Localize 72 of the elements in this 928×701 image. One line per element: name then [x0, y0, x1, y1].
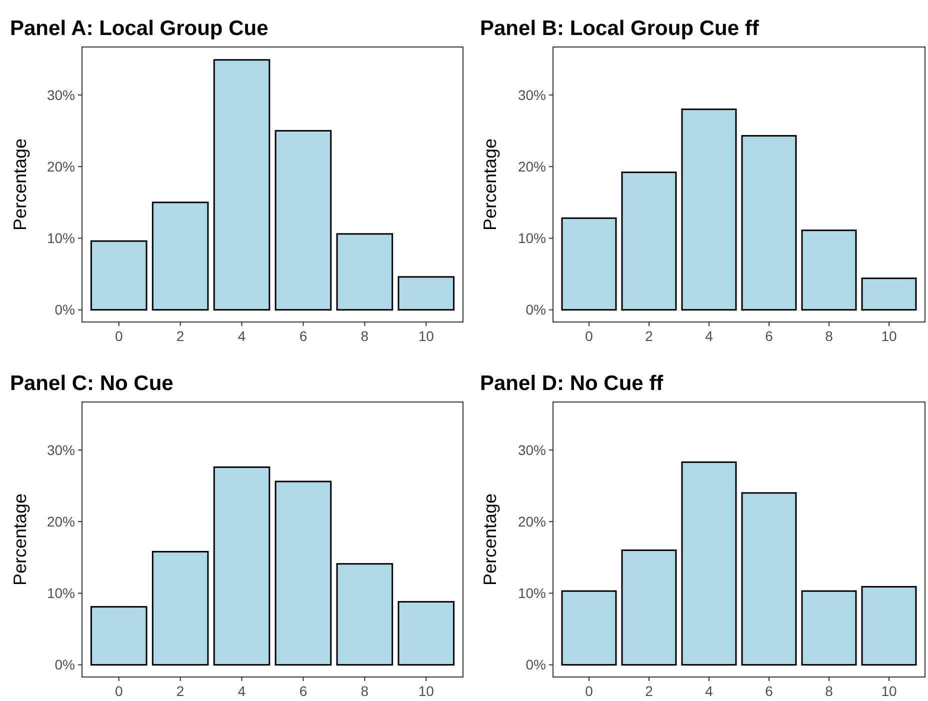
chart-title: Panel C: No Cue	[10, 372, 174, 395]
x-tick-label: 8	[360, 683, 369, 699]
y-axis-title: Percentage	[480, 493, 500, 586]
bar	[398, 276, 455, 311]
y-tick-label: 10%	[518, 585, 546, 602]
bar	[336, 233, 394, 311]
x-tick-label: 6	[299, 683, 308, 699]
bar	[861, 278, 917, 311]
bar	[90, 240, 148, 311]
y-axis-title: Percentage	[480, 138, 500, 231]
x-tick-label: 8	[825, 328, 834, 344]
y-tick-label: 20%	[46, 513, 75, 530]
x-tick-label: 6	[299, 328, 308, 344]
x-tick-label: 8	[825, 683, 834, 699]
y-tick-label: 0%	[526, 302, 546, 318]
x-tick-label: 4	[238, 328, 246, 344]
x-tick-label: 6	[765, 683, 774, 699]
y-tick-label: 0%	[526, 656, 546, 673]
y-tick-label: 0%	[54, 656, 75, 673]
x-tick-label: 8	[360, 328, 369, 344]
bar	[681, 461, 737, 666]
x-tick-label: 4	[705, 328, 714, 344]
bar	[561, 217, 617, 311]
x-tick-label: 4	[238, 683, 246, 699]
x-tick-label: 0	[114, 683, 123, 699]
x-tick-label: 10	[881, 683, 897, 699]
bar	[621, 549, 677, 666]
x-tick-label: 2	[645, 328, 654, 344]
bar	[274, 480, 332, 666]
bar	[801, 230, 857, 311]
y-axis-title: Percentage	[10, 138, 30, 231]
x-tick-label: 10	[418, 683, 434, 699]
y-tick-label: 30%	[518, 86, 546, 103]
x-tick-label: 2	[645, 683, 654, 699]
bar	[90, 606, 148, 666]
bar	[621, 172, 677, 311]
x-tick-label: 0	[585, 683, 594, 699]
y-tick-label: 30%	[46, 86, 75, 103]
y-axis-title: Percentage	[10, 493, 30, 586]
y-tick-label: 30%	[46, 442, 75, 458]
y-tick-label: 30%	[518, 442, 546, 458]
bar	[152, 550, 209, 666]
chart-title: Panel D: No Cue ff	[480, 372, 664, 395]
chart-title: Panel B: Local Group Cue ff	[480, 17, 760, 40]
y-tick-label: 20%	[518, 158, 546, 174]
bar	[561, 590, 617, 666]
x-tick-label: 0	[585, 328, 594, 344]
x-tick-label: 10	[881, 328, 897, 344]
bar	[741, 135, 797, 311]
x-tick-label: 10	[418, 328, 434, 344]
y-tick-label: 10%	[46, 585, 75, 602]
bar	[274, 130, 332, 311]
bar	[741, 492, 797, 666]
bar	[152, 202, 209, 311]
y-tick-label: 10%	[518, 230, 546, 246]
x-tick-label: 2	[176, 683, 184, 699]
y-tick-label: 20%	[46, 158, 75, 174]
chart-title: Panel A: Local Group Cue	[10, 17, 268, 40]
x-tick-label: 2	[176, 328, 184, 344]
y-tick-label: 20%	[518, 513, 546, 530]
bar	[801, 590, 857, 666]
x-tick-label: 4	[705, 683, 714, 699]
bar	[681, 108, 737, 311]
bar	[398, 601, 455, 666]
bar	[861, 586, 917, 666]
x-tick-label: 6	[765, 328, 774, 344]
bar	[213, 466, 270, 666]
bar	[213, 59, 270, 311]
y-tick-label: 0%	[54, 302, 75, 318]
y-tick-label: 10%	[46, 230, 75, 246]
x-tick-label: 0	[114, 328, 123, 344]
bar	[336, 563, 394, 666]
